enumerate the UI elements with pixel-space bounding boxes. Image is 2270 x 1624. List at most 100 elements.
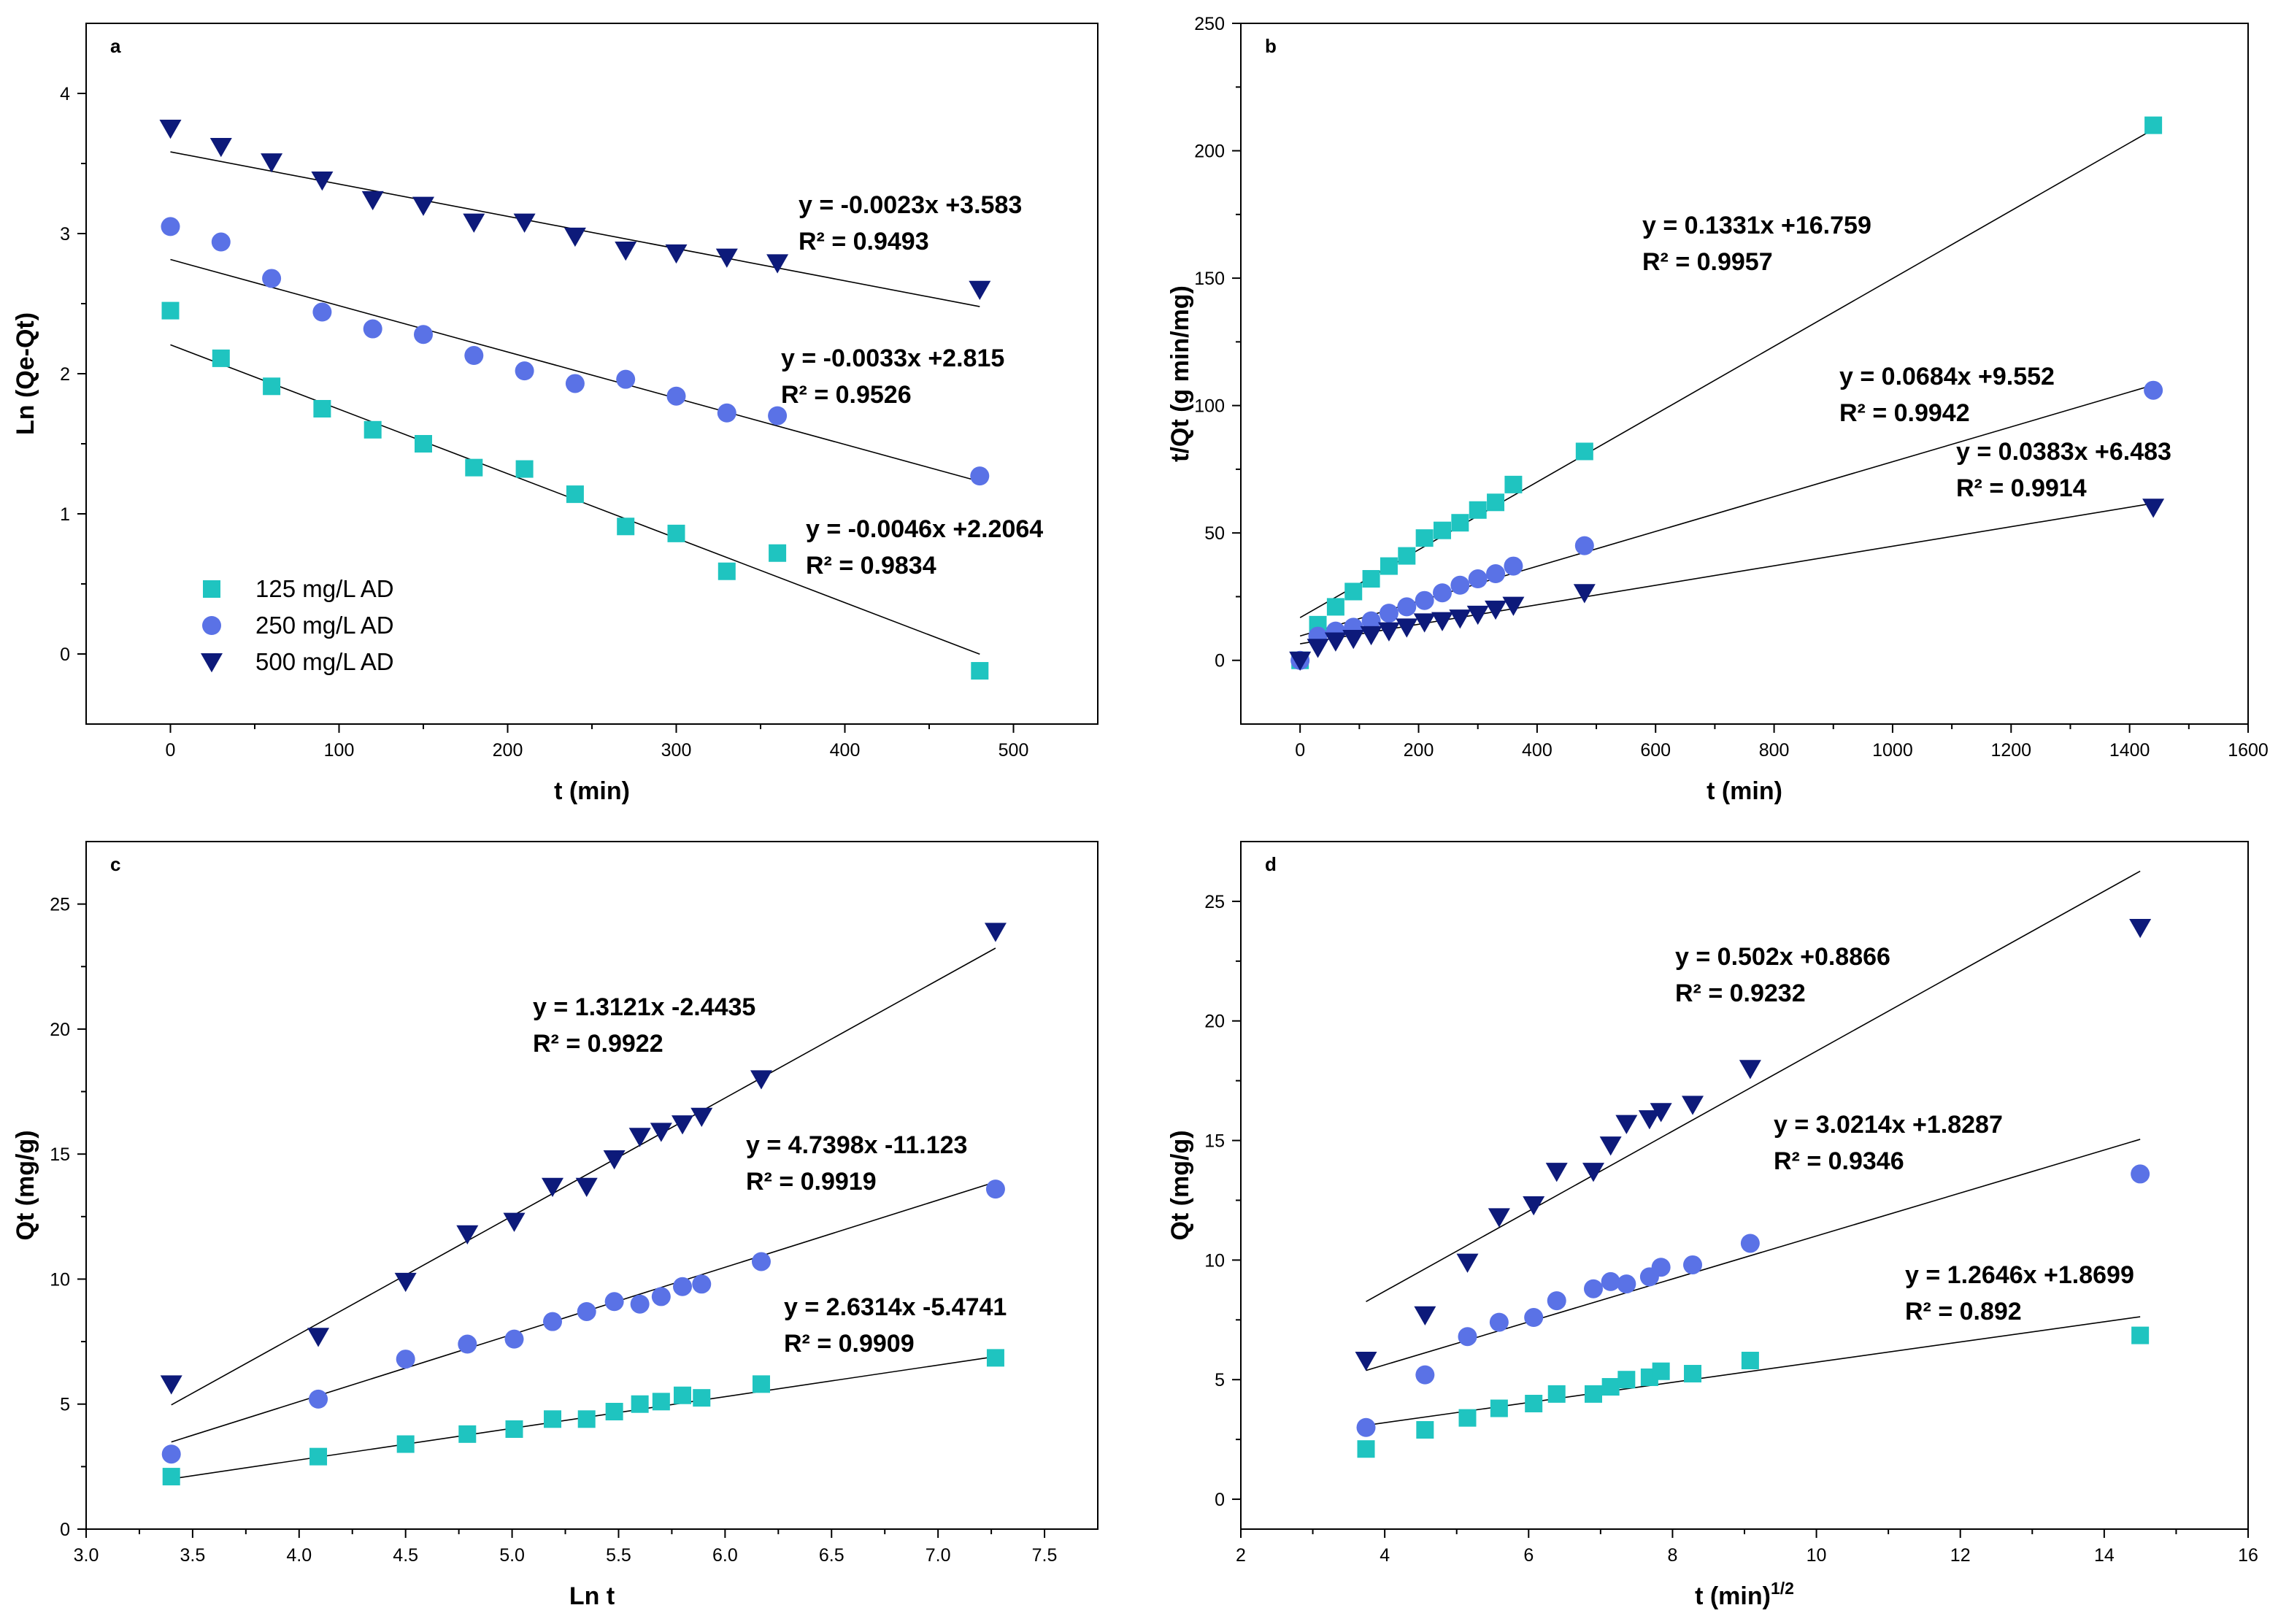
panel-d-point-s2 [1356, 1417, 1376, 1437]
panel-a-x-tick-label: 500 [999, 740, 1029, 761]
panel-d-x-tick-label: 14 [2094, 1545, 2115, 1566]
panel-c-point-s2 [309, 1389, 328, 1409]
panel-c-y-tick-label: 20 [50, 1020, 70, 1040]
panel-a-y-tick-label: 4 [60, 84, 70, 104]
panel-c-x-tick-label: 4.0 [286, 1545, 312, 1566]
panel-c-letter: c [110, 853, 120, 875]
panel-d-point-s2 [1547, 1291, 1566, 1311]
panel-c-point-s1 [544, 1410, 562, 1428]
panel-d-y-tick-label: 15 [1204, 1131, 1225, 1152]
panel-c-r2-1: R² = 0.9909 [784, 1330, 915, 1358]
panel-d-point-s1 [1490, 1399, 1508, 1417]
panel-d-y-tick-label: 10 [1204, 1250, 1225, 1271]
panel-a-point-s2 [312, 302, 332, 322]
panel-b-x-tick-label: 400 [1522, 740, 1553, 761]
panel-a-point-s3 [766, 254, 789, 274]
panel-c-point-s2 [751, 1252, 771, 1271]
panel-d-point-s1 [1416, 1421, 1434, 1439]
panel-d-point-s3 [1650, 1103, 1672, 1123]
panel-d-fit-line-3 [1366, 870, 2141, 1302]
panel-a-point-s1 [717, 562, 736, 580]
panel-d-y-tick-label: 20 [1204, 1012, 1225, 1032]
panel-b-point-s2 [1415, 590, 1434, 610]
panel-a-point-s2 [262, 269, 282, 288]
panel-d-point-s1 [1357, 1440, 1375, 1458]
panel-a-point-s1 [313, 400, 331, 417]
panel-a-equation-2: y = -0.0033x +2.815 [781, 345, 1004, 372]
panel-a-point-s3 [412, 196, 434, 216]
panel-d-x-tick-label: 12 [1950, 1545, 1971, 1566]
panel-b-point-s1 [1398, 547, 1416, 565]
panel-a-r2-3: R² = 0.9493 [799, 228, 929, 255]
panel-a-x-tick-label: 300 [661, 740, 692, 761]
panel-c-point-s1 [605, 1403, 623, 1421]
panel-c-x-tick-label: 3.0 [74, 1545, 99, 1566]
panel-b-point-s3 [1377, 622, 1400, 642]
panel-d-point-s3 [1682, 1096, 1704, 1115]
panel-d-r2-1: R² = 0.892 [1905, 1298, 2022, 1325]
panel-b-y-tick-label: 200 [1194, 142, 1225, 162]
panel-a-point-s1 [465, 458, 483, 477]
panel-c-point-s2 [630, 1294, 650, 1314]
panel-c-point-s1 [162, 1468, 180, 1486]
panel-d-equation-2: y = 3.0214x +1.8287 [1774, 1111, 2003, 1139]
panel-a-legend-marker [203, 580, 220, 598]
panel-c-point-s1 [577, 1410, 596, 1428]
panel-c-point-s3 [628, 1128, 651, 1147]
panel-d-point-s1 [1617, 1371, 1636, 1389]
panel-c-y-axis-title: Qt (mg/g) [12, 1130, 39, 1240]
panel-d-point-s1 [1547, 1385, 1566, 1403]
panel-c-point-s3 [307, 1328, 330, 1347]
panel-b-point-s2 [1468, 569, 1488, 589]
panel-a-point-s3 [615, 242, 637, 261]
panel-d-point-s1 [1601, 1378, 1620, 1396]
panel-b-point-s3 [1466, 605, 1489, 626]
panel-a-point-s2 [970, 466, 990, 486]
panel-a-legend-label: 500 mg/L AD [255, 648, 394, 675]
panel-a-point-s1 [971, 662, 989, 680]
panel-c-point-s3 [984, 923, 1007, 942]
panel-c-point-s2 [692, 1274, 712, 1294]
panel-d-x-tick-label: 10 [1807, 1545, 1827, 1566]
panel-b-y-tick-label: 250 [1194, 14, 1225, 34]
panel-d-point-s3 [1638, 1110, 1661, 1130]
panel-c-r2-3: R² = 0.9922 [533, 1030, 663, 1058]
panel-c-point-s1 [309, 1447, 328, 1466]
panel-a-y-tick-label: 2 [60, 364, 70, 385]
panel-c-point-s1 [652, 1393, 670, 1411]
panel-b-equation-1: y = 0.1331x +16.759 [1642, 212, 1871, 239]
panel-a-x-tick-label: 0 [166, 740, 176, 761]
panel-c-point-s3 [456, 1225, 479, 1245]
panel-d-point-s3 [1615, 1115, 1638, 1134]
panel-a-point-s3 [463, 213, 485, 233]
panel-a-point-s1 [212, 349, 230, 367]
panel-c-x-tick-label: 5.5 [606, 1545, 631, 1566]
panel-b-point-s1 [1469, 501, 1487, 519]
panel-a-y-axis-title: Ln (Qe-Qt) [12, 312, 39, 435]
panel-c-point-s2 [577, 1301, 596, 1321]
panel-a-point-s2 [717, 403, 736, 423]
panel-b-x-tick-label: 800 [1759, 740, 1790, 761]
panel-c-plot-frame [85, 841, 1099, 1530]
panel-d-x-tick-label: 8 [1667, 1545, 1677, 1566]
panel-d-point-s2 [1458, 1327, 1477, 1347]
panel-b-point-s1 [1326, 598, 1344, 616]
panel-b-x-tick-label: 1600 [2228, 740, 2269, 761]
panel-d-equation-1: y = 1.2646x +1.8699 [1905, 1261, 2134, 1289]
panel-a-point-s1 [263, 377, 281, 396]
panel-b-point-s1 [1344, 582, 1363, 601]
panel-d-y-tick-label: 5 [1215, 1370, 1225, 1390]
panel-b-point-s1 [1575, 442, 1593, 461]
panel-c-y-tick-label: 0 [60, 1520, 70, 1540]
panel-a-point-s3 [209, 137, 232, 158]
panel-b-point-s2 [1486, 564, 1506, 584]
panel-d-x-tick-label: 6 [1523, 1545, 1534, 1566]
panel-a-letter: a [110, 35, 121, 57]
panel-a-r2-1: R² = 0.9834 [806, 552, 936, 580]
panel-a-x-tick-label: 200 [493, 740, 523, 761]
panel-c-point-s3 [160, 1375, 182, 1395]
panel-b-equation-3: y = 0.0383x +6.483 [1956, 438, 2171, 466]
panel-b-plot-frame [1240, 23, 2249, 725]
panel-a-x-tick-label: 100 [324, 740, 355, 761]
panel-a-legend-marker [202, 616, 221, 635]
